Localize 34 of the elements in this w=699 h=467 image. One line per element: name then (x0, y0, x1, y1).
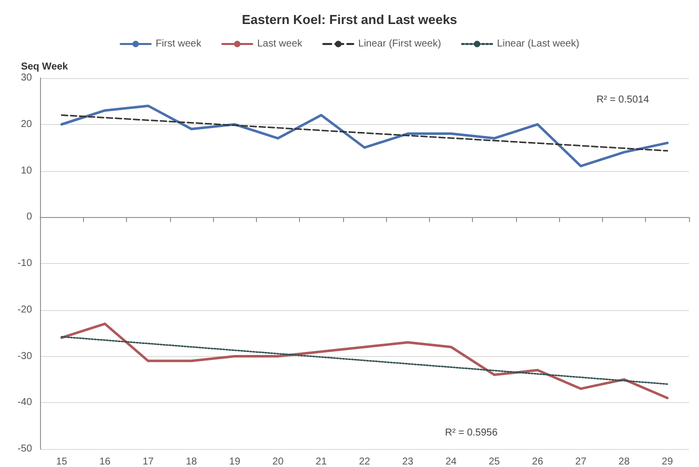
y-axis-title: Seq Week (20, 62, 68, 72)
x-tick-label: 21 (316, 456, 328, 467)
y-tick-label: -20 (18, 304, 32, 316)
annotation: R² = 0.5956 (445, 428, 498, 438)
x-tick-label: 22 (358, 456, 370, 467)
legend-label: Linear (Last week) (497, 38, 580, 50)
line-series (60, 104, 669, 168)
legend-label: Linear (First week) (358, 38, 442, 50)
chart-title: Eastern Koel: First and Last weeks (242, 12, 458, 27)
y-tick-label: -50 (18, 444, 32, 454)
x-tick-label: 28 (618, 456, 630, 467)
y-tick-label: -30 (18, 350, 32, 362)
x-tick-label: 15 (56, 456, 68, 467)
x-tick-label: 29 (662, 456, 674, 467)
x-tick-label: 24 (445, 456, 458, 467)
y-tick-label: 30 (20, 72, 32, 84)
x-tick-label: 26 (532, 456, 544, 467)
y-tick-label: 20 (20, 118, 32, 130)
line-series (60, 322, 669, 400)
x-tick-label: 16 (99, 456, 111, 467)
x-tick-label: 18 (186, 456, 198, 467)
annotation: R² = 0.5014 (596, 94, 650, 106)
y-tick-label: -40 (18, 397, 32, 408)
y-tick-label: 10 (20, 165, 32, 176)
y-tick-label: 0 (26, 212, 32, 223)
legend-label: Last week (257, 38, 304, 50)
y-tick-label: -10 (18, 258, 32, 269)
x-tick-label: 27 (575, 456, 587, 467)
x-tick-label: 17 (142, 456, 154, 467)
x-tick-label: 20 (272, 456, 284, 467)
x-tick-label: 19 (229, 456, 241, 467)
x-tick-label: 23 (402, 456, 414, 467)
x-tick-label: 25 (488, 456, 500, 467)
legend-label: First week (156, 38, 202, 50)
